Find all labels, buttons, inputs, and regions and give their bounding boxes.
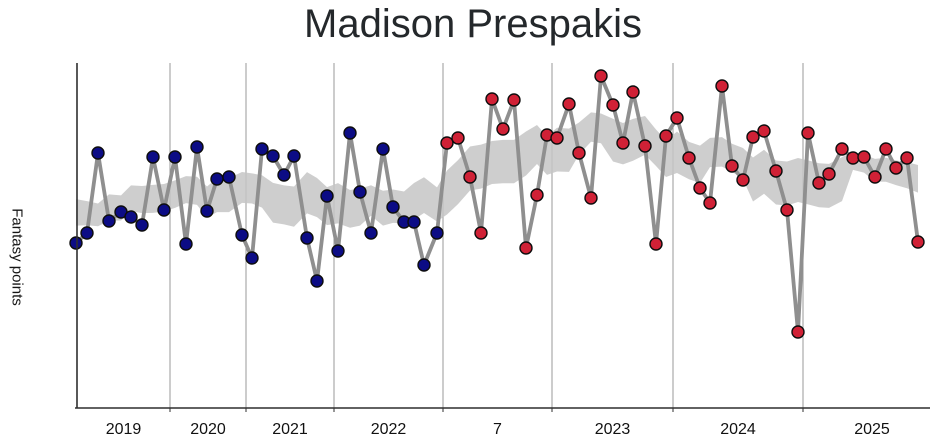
- data-point: [725, 159, 739, 173]
- data-point: [222, 170, 236, 184]
- data-point: [80, 226, 94, 240]
- data-point: [616, 136, 630, 150]
- x-tick-label: 2020: [190, 421, 226, 438]
- data-point: [310, 274, 324, 288]
- x-tick-label: 2021: [272, 421, 308, 438]
- data-point: [584, 191, 598, 205]
- chart-title: Madison Prespakis: [304, 2, 642, 46]
- data-point: [210, 172, 224, 186]
- data-point: [594, 69, 608, 83]
- data-point: [812, 176, 826, 190]
- data-point: [430, 226, 444, 240]
- data-point: [343, 126, 357, 140]
- data-point: [496, 122, 510, 136]
- data-point: [572, 146, 586, 160]
- data-point: [715, 79, 729, 93]
- data-point: [135, 218, 149, 232]
- data-point: [417, 258, 431, 272]
- data-point: [474, 226, 488, 240]
- data-point: [440, 136, 454, 150]
- data-point: [407, 215, 421, 229]
- data-point: [900, 151, 914, 165]
- data-point: [485, 92, 499, 106]
- data-point: [190, 140, 204, 154]
- data-point: [703, 196, 717, 210]
- data-point: [102, 214, 116, 228]
- data-point: [364, 226, 378, 240]
- data-point: [386, 200, 400, 214]
- data-point: [659, 129, 673, 143]
- data-point: [245, 251, 259, 265]
- data-point: [911, 235, 925, 249]
- x-tick-label: 2025: [854, 421, 890, 438]
- data-point: [235, 228, 249, 242]
- data-point: [791, 325, 805, 339]
- data-point: [780, 203, 794, 217]
- x-tick-label: 2023: [595, 421, 631, 438]
- data-point: [682, 151, 696, 165]
- data-point: [451, 131, 465, 145]
- trend-band: [76, 112, 918, 228]
- data-point: [179, 237, 193, 251]
- data-point: [746, 130, 760, 144]
- data-point: [200, 204, 214, 218]
- data-point: [868, 170, 882, 184]
- data-point: [157, 203, 171, 217]
- data-point: [835, 142, 849, 156]
- data-point: [287, 149, 301, 163]
- data-point: [168, 150, 182, 164]
- data-point: [507, 93, 521, 107]
- data-point: [69, 236, 83, 250]
- data-point: [822, 167, 836, 181]
- x-tick-label: 2019: [106, 421, 142, 438]
- data-point: [670, 111, 684, 125]
- data-point: [530, 188, 544, 202]
- data-point: [277, 168, 291, 182]
- data-point: [300, 231, 314, 245]
- x-tick-label: 2024: [720, 421, 756, 438]
- data-point: [693, 181, 707, 195]
- data-point: [353, 185, 367, 199]
- data-point: [146, 150, 160, 164]
- data-point: [320, 189, 334, 203]
- data-point: [736, 173, 750, 187]
- data-point: [606, 98, 620, 112]
- data-point: [562, 97, 576, 111]
- data-point: [769, 164, 783, 178]
- data-point: [463, 170, 477, 184]
- data-point: [124, 210, 138, 224]
- data-point: [331, 244, 345, 258]
- data-point: [889, 161, 903, 175]
- data-point: [626, 85, 640, 99]
- data-point: [757, 124, 771, 138]
- x-tick-label: 7: [493, 421, 502, 438]
- data-point: [879, 142, 893, 156]
- data-point: [91, 146, 105, 160]
- data-point: [638, 139, 652, 153]
- data-point: [266, 149, 280, 163]
- x-tick-label: 2022: [371, 421, 407, 438]
- data-point: [376, 142, 390, 156]
- data-point: [649, 237, 663, 251]
- data-point: [846, 151, 860, 165]
- data-point: [550, 131, 564, 145]
- data-point: [519, 241, 533, 255]
- data-point: [255, 142, 269, 156]
- data-point: [801, 126, 815, 140]
- data-point: [857, 150, 871, 164]
